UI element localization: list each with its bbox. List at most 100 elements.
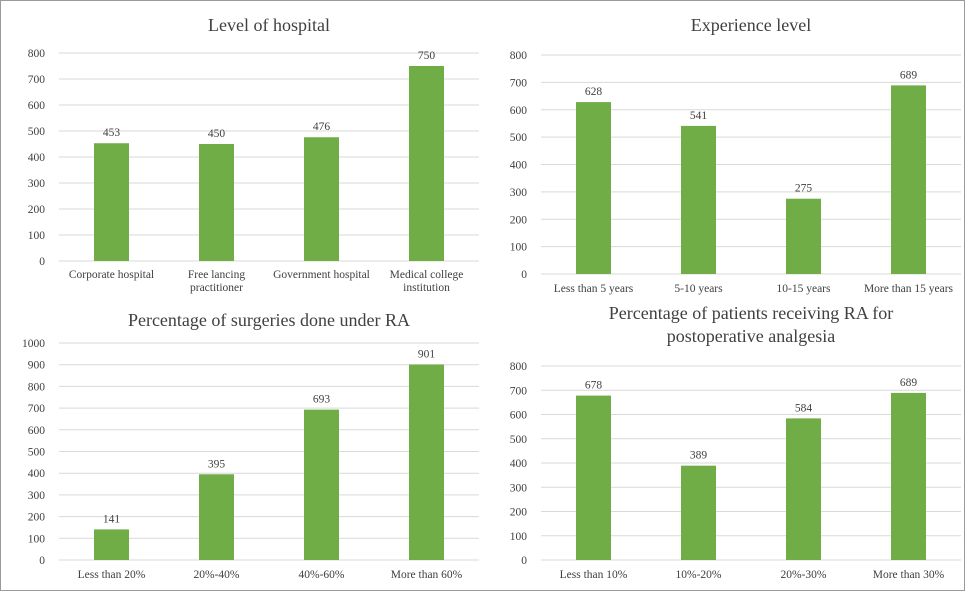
bar [409, 364, 444, 560]
x-category-label: Medical college [390, 269, 464, 281]
bar [576, 102, 611, 275]
y-tick-label: 200 [28, 512, 46, 524]
x-category-label: Free lancing [188, 269, 245, 281]
x-category-label: Corporate hospital [69, 269, 154, 281]
bar [94, 143, 129, 261]
chart-svg-4: Percentage of patients receiving RA for p… [510, 303, 961, 581]
y-tick-label: 800 [510, 361, 528, 373]
x-category-label: 10-15 years [777, 283, 831, 295]
chart-experience-level: Experience level 0 100 200 300 400 500 600 700 80… [483, 1, 965, 296]
data-label: 389 [690, 450, 708, 462]
bar [199, 144, 234, 261]
bar [786, 418, 821, 560]
bar [304, 409, 339, 560]
y-tick-label: 800 [28, 381, 46, 393]
data-label: 628 [585, 86, 603, 98]
x-category-label: Government hospital [273, 269, 370, 281]
x-category-label: More than 30% [873, 569, 945, 581]
data-label: 275 [795, 183, 813, 195]
data-label: 584 [795, 402, 813, 414]
data-label: 678 [585, 380, 603, 392]
chart-title: Level of hospital [208, 15, 330, 35]
x-category-label: More than 15 years [864, 283, 954, 295]
y-tick-label: 100 [510, 242, 528, 254]
bar [891, 85, 926, 274]
y-tick-label: 0 [39, 256, 45, 268]
x-category-label: 10%-20% [676, 569, 722, 581]
y-tick-label: 400 [28, 152, 46, 164]
y-tick-label: 400 [510, 160, 528, 172]
y-tick-label: 500 [28, 447, 46, 459]
y-tick-label: 0 [521, 269, 527, 281]
bar [681, 465, 716, 560]
y-tick-label: 300 [510, 187, 528, 199]
chart-svg-1: Level of hospital 0 100 200 300 400 500 600 700 8… [28, 15, 479, 294]
y-tick-label: 400 [28, 468, 46, 480]
x-category-label: 20%-30% [781, 569, 827, 581]
chart-title: Percentage of patients receiving RA for [609, 303, 893, 323]
data-label: 689 [900, 377, 918, 389]
bar [576, 395, 611, 560]
x-category-label: 40%-60% [299, 569, 345, 581]
y-tick-label: 700 [510, 77, 528, 89]
chart-title: postoperative analgesia [667, 326, 835, 346]
chart-surgeries-under-ra: Percentage of surgeries done under RA 0 10… [1, 296, 483, 591]
y-tick-label: 300 [28, 490, 46, 502]
y-tick-label: 700 [28, 74, 46, 86]
y-tick-label: 800 [28, 48, 46, 60]
y-tick-label: 200 [28, 204, 46, 216]
y-tick-label: 100 [28, 533, 46, 545]
x-category-label: 20%-40% [194, 569, 240, 581]
y-tick-label: 600 [510, 105, 528, 117]
data-label: 395 [208, 458, 226, 470]
x-category-label: Less than 10% [560, 569, 628, 581]
data-label: 693 [313, 394, 331, 406]
data-label: 901 [418, 348, 436, 360]
data-label: 476 [313, 121, 331, 133]
y-tick-label: 700 [28, 403, 46, 415]
bar [94, 529, 129, 560]
y-tick-label: 200 [510, 507, 528, 519]
data-label: 141 [103, 513, 121, 525]
y-tick-label: 800 [510, 50, 528, 62]
x-category-label: Less than 5 years [554, 283, 634, 295]
chart-svg-3: Percentage of surgeries done under RA 0 10… [22, 310, 479, 581]
bar [304, 137, 339, 261]
data-label: 689 [900, 69, 918, 81]
chart-title: Percentage of surgeries done under RA [128, 310, 410, 330]
data-label: 453 [103, 127, 121, 139]
y-tick-label: 100 [28, 230, 46, 242]
y-tick-label: 200 [510, 214, 528, 226]
data-label: 750 [418, 50, 436, 62]
x-category-label: institution [403, 282, 450, 294]
data-label: 450 [208, 128, 226, 140]
y-tick-label: 900 [28, 360, 46, 372]
y-tick-label: 300 [28, 178, 46, 190]
y-tick-label: 600 [28, 425, 46, 437]
y-tick-label: 300 [510, 482, 528, 494]
x-category-label: 5-10 years [674, 283, 723, 295]
y-tick-label: 600 [510, 410, 528, 422]
y-tick-label: 0 [39, 555, 45, 567]
bar [786, 198, 821, 274]
chart-level-of-hospital: Level of hospital 0 100 200 300 400 500 600 700 8… [1, 1, 483, 296]
data-label: 541 [690, 110, 708, 122]
bar [681, 125, 716, 275]
x-category-label: Less than 20% [78, 569, 146, 581]
chart-svg-2: Experience level 0 100 200 300 400 500 600 700 80… [510, 15, 961, 295]
y-tick-label: 400 [510, 458, 528, 470]
y-tick-label: 700 [510, 385, 528, 397]
y-tick-label: 100 [510, 531, 528, 543]
chart-title: Experience level [691, 15, 811, 35]
chart-patients-receiving-ra: Percentage of patients receiving RA for p… [483, 296, 965, 591]
y-tick-label: 500 [28, 126, 46, 138]
x-category-label: practitioner [190, 282, 243, 294]
y-tick-label: 1000 [22, 338, 45, 350]
bar [409, 66, 444, 261]
y-tick-label: 600 [28, 100, 46, 112]
y-tick-label: 500 [510, 434, 528, 446]
bar [199, 474, 234, 560]
y-tick-label: 500 [510, 132, 528, 144]
x-category-label: More than 60% [391, 569, 463, 581]
